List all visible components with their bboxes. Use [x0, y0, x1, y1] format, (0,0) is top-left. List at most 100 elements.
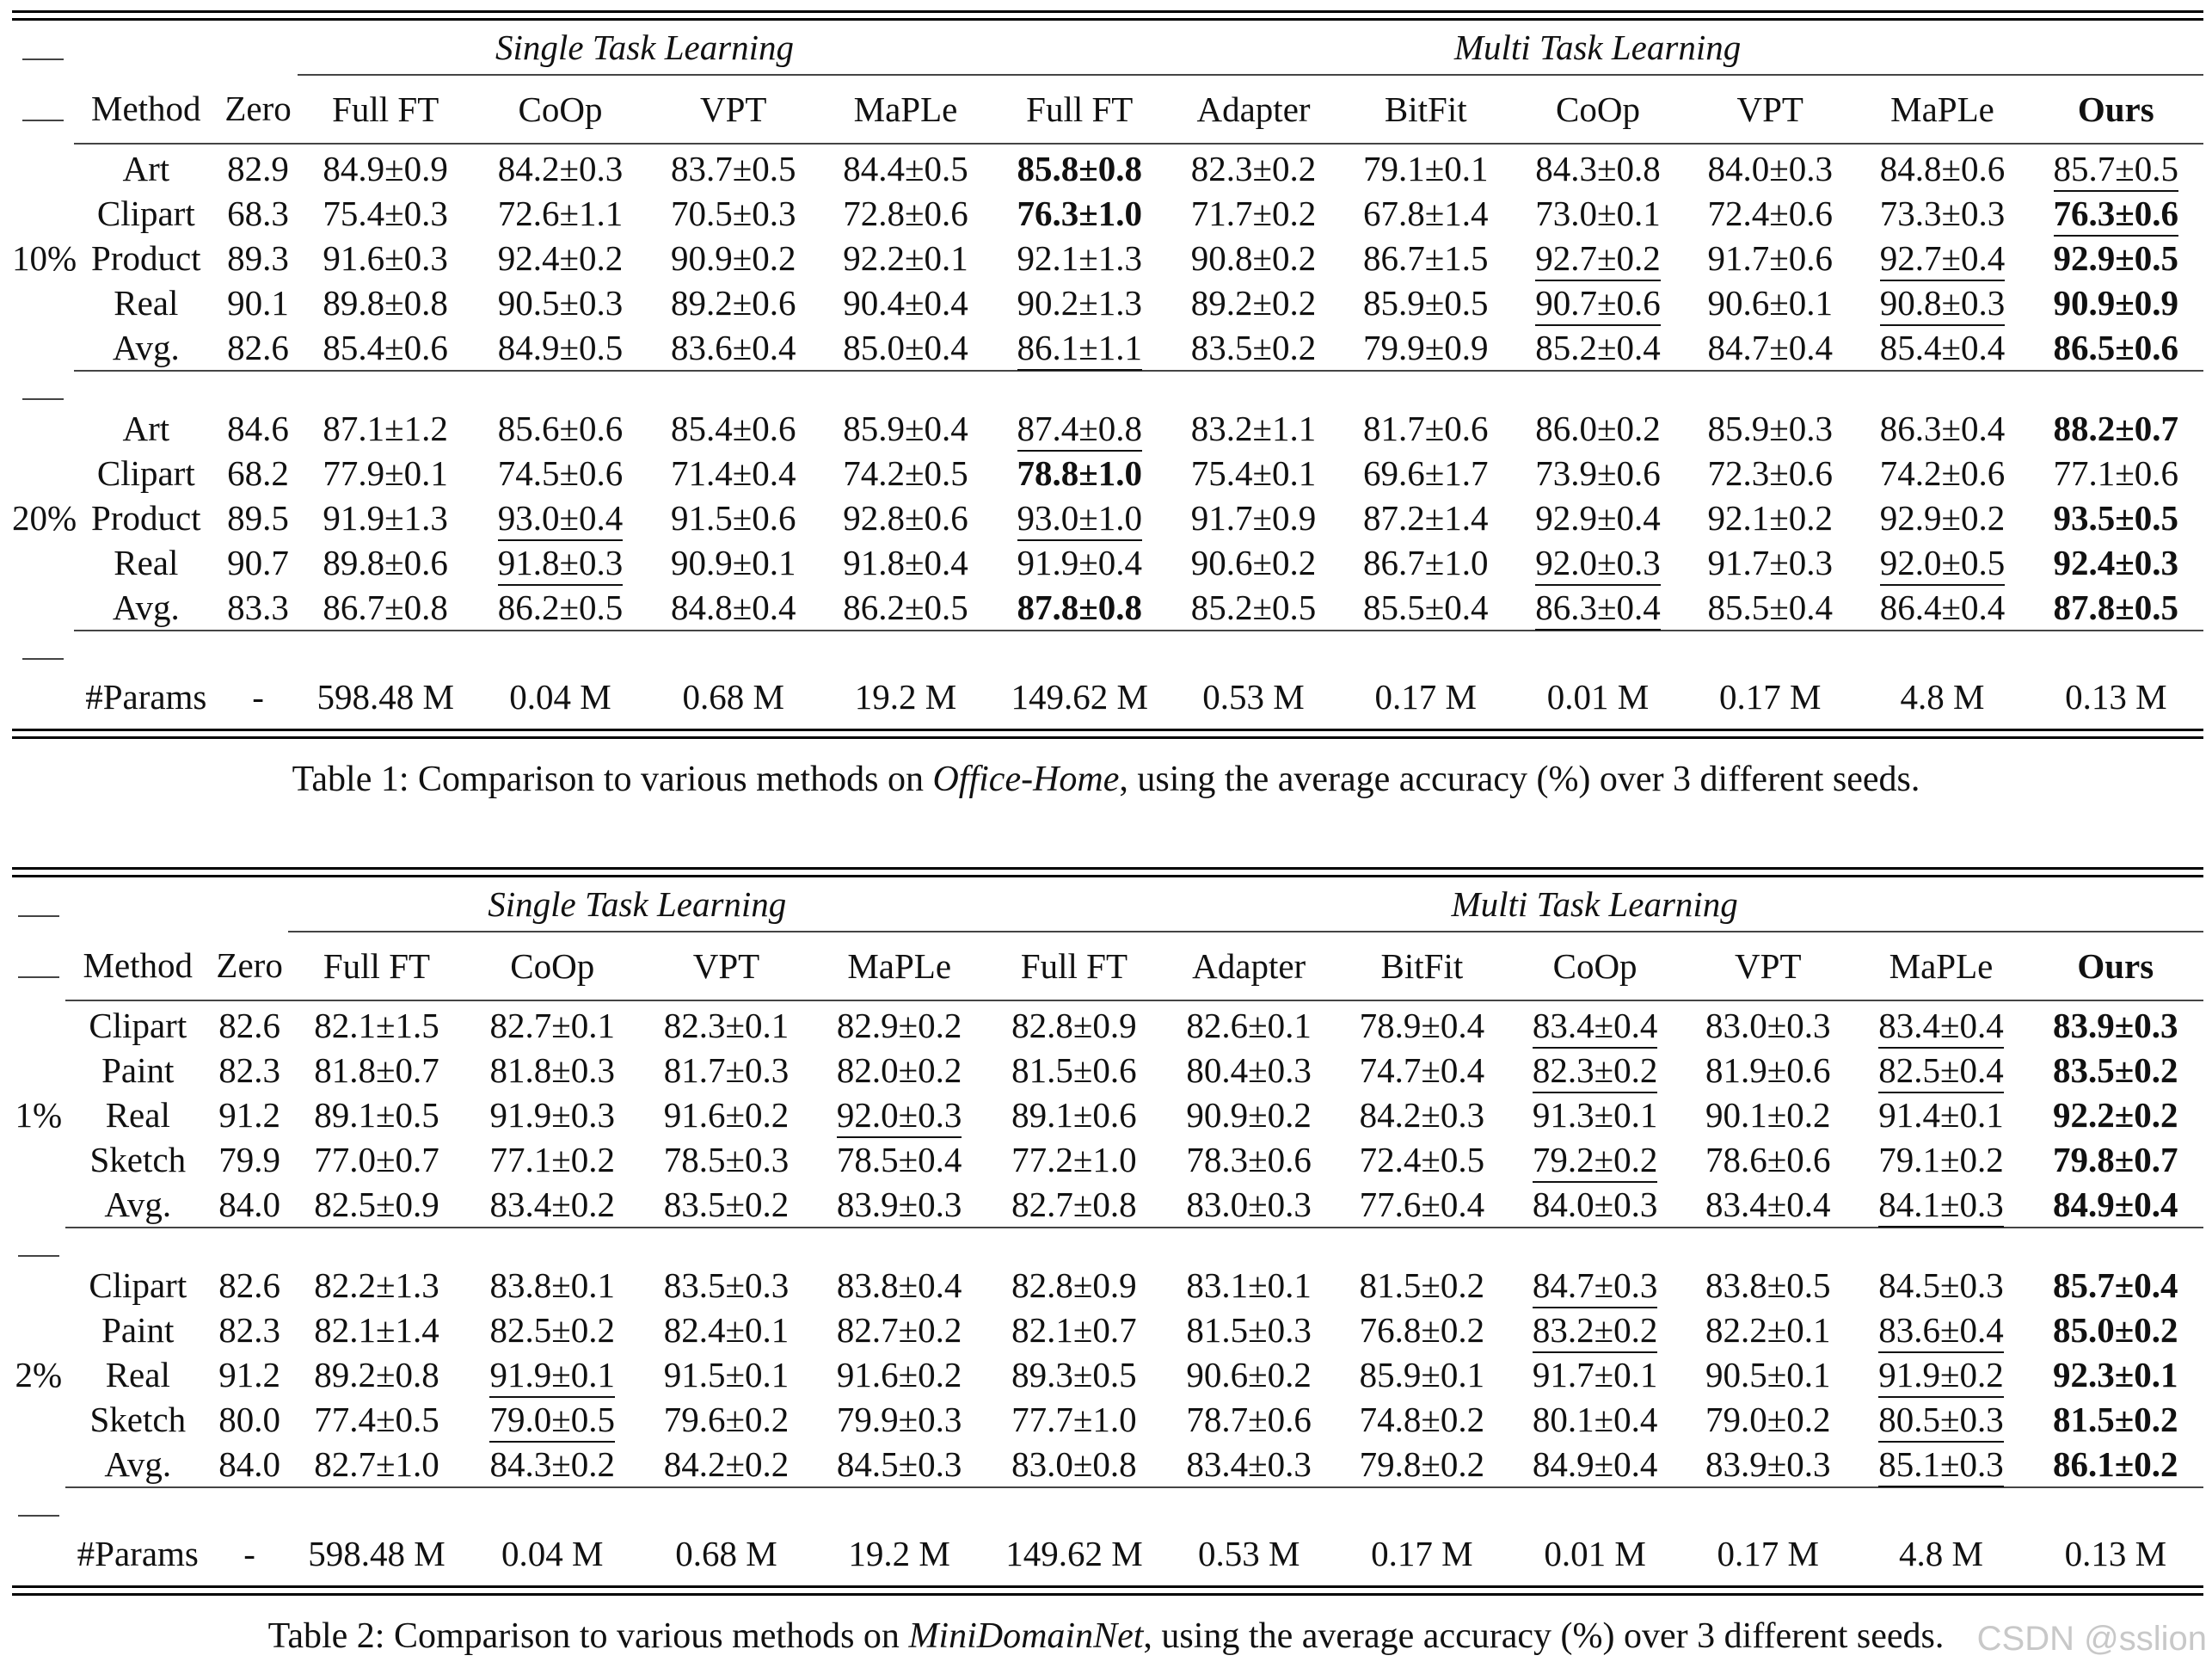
table-cell: 67.8±1.4 — [1340, 191, 1512, 236]
table-cell: 90.8±0.2 — [1167, 236, 1339, 280]
row-domain: Clipart — [89, 1265, 187, 1305]
table-cell: 84.7±0.4 — [1684, 325, 1856, 371]
cell-value: 92.0±0.3 — [1535, 542, 1661, 586]
cell-value: 80.1±0.4 — [1532, 1399, 1658, 1439]
table-cell: 83.9±0.3 — [1681, 1442, 1854, 1487]
cell-value: 82.7±0.1 — [489, 1005, 615, 1045]
cell-value: 82.4±0.1 — [663, 1309, 790, 1350]
params-row: #Params - 598.48 M 0.04 M 0.68 M 19.2 M 149.62… — [12, 666, 2203, 728]
group-multi-task: Multi Task Learning — [986, 878, 2203, 932]
cell-value: 82.3±0.1 — [663, 1005, 790, 1045]
cell-value: 86.7±1.5 — [1363, 237, 1489, 278]
cell-value: 84.2±0.3 — [1359, 1094, 1485, 1135]
cell-value: 92.4±0.3 — [2053, 542, 2179, 582]
cell-value: 90.6±0.1 — [1707, 282, 1833, 323]
column-header: MaPLe — [853, 89, 958, 129]
table-cell: 92.4±0.3 — [2029, 540, 2203, 585]
table-cell: 82.6 — [211, 1003, 288, 1048]
table-cell: 83.4±0.4 — [1508, 1003, 1681, 1049]
params-row: #Params - 598.48 M 0.04 M 0.68 M 19.2 M 149.62… — [12, 1523, 2203, 1585]
cell-value: 82.3±0.2 — [1532, 1049, 1658, 1093]
cell-value: 93.0±1.0 — [1017, 497, 1143, 541]
column-header: MaPLe — [1890, 89, 1994, 129]
table-cell: 84.2±0.3 — [1336, 1092, 1508, 1137]
cell-value: 83.7±0.5 — [670, 148, 796, 188]
table-cell: 83.1±0.1 — [1163, 1263, 1336, 1308]
table-cell: 82.3±0.1 — [640, 1003, 813, 1048]
table-row: Art 82.9 84.9±0.9 84.2±0.3 83.7±0.5 84.4±0.5 8… — [12, 146, 2203, 192]
table-cell: 84.9±0.9 — [298, 146, 473, 191]
cell-value: 83.5±0.2 — [2053, 1049, 2178, 1090]
cell-value: 90.1 — [227, 282, 289, 323]
cell-value: 76.8±0.2 — [1359, 1309, 1485, 1350]
param-count: 149.62 M — [1005, 1533, 1143, 1573]
cell-value: 92.1±1.3 — [1017, 237, 1143, 278]
cell-value: 90.9±0.2 — [670, 237, 796, 278]
top-rule — [12, 10, 2203, 22]
column-header: Full FT — [323, 945, 431, 986]
cell-value: 76.3±1.0 — [1017, 193, 1143, 233]
cell-value: 86.0±0.2 — [1535, 408, 1661, 448]
table-row: Paint 82.3 82.1±1.4 82.5±0.2 82.4±0.1 82.7±0.… — [12, 1308, 2203, 1353]
param-count: 0.68 M — [682, 676, 784, 717]
row-domain: Avg. — [112, 327, 180, 367]
cell-value: 82.3 — [218, 1049, 280, 1090]
cell-value: 82.6 — [227, 327, 289, 367]
table-cell: 81.5±0.2 — [2028, 1397, 2203, 1442]
cell-value: 90.6±0.2 — [1190, 542, 1317, 582]
cell-value: 71.7±0.2 — [1190, 193, 1317, 233]
group-single-task: Single Task Learning — [288, 878, 986, 932]
param-count: 0.17 M — [1719, 676, 1822, 717]
cell-value: 68.2 — [227, 452, 289, 493]
table-cell: 92.2±0.2 — [2028, 1092, 2203, 1137]
param-count: 0.01 M — [1544, 1533, 1646, 1573]
table-cell: 78.5±0.3 — [640, 1137, 813, 1182]
table-cell: 85.7±0.5 — [2029, 146, 2203, 192]
param-count: 149.62 M — [1011, 676, 1148, 717]
cell-value: 84.5±0.3 — [1878, 1265, 2004, 1305]
cell-value: 91.8±0.4 — [843, 542, 968, 582]
table-minidomainnet: Single Task Learning Multi Task Learning M… — [12, 867, 2203, 1596]
table-cell: 80.4±0.3 — [1163, 1048, 1336, 1092]
caption-suffix: , using the average accuracy (%) over 3 … — [1119, 760, 1920, 799]
top-rule — [12, 867, 2203, 878]
cell-value: 89.3 — [227, 237, 289, 278]
table-cell: 80.0 — [211, 1397, 288, 1442]
table-cell: 79.1±0.2 — [1854, 1137, 2027, 1182]
column-header: Method — [91, 89, 201, 128]
cell-value: 85.5±0.4 — [1363, 587, 1489, 627]
cell-value: 79.0±0.5 — [489, 1399, 615, 1443]
table-cell: 75.4±0.1 — [1167, 451, 1339, 495]
table-cell: 92.9±0.4 — [1512, 495, 1684, 540]
column-header: CoOp — [510, 945, 595, 986]
cell-value: 78.9±0.4 — [1359, 1005, 1485, 1045]
cell-value: 79.1±0.2 — [1878, 1139, 2004, 1179]
cell-value: 82.7±1.0 — [314, 1443, 439, 1484]
param-count: 0.68 M — [675, 1533, 777, 1573]
table-cell: 82.3±0.2 — [1508, 1048, 1681, 1093]
column-header: VPT — [692, 945, 760, 986]
column-header: BitFit — [1384, 89, 1467, 129]
cell-value: 90.7 — [227, 542, 289, 582]
table-cell: 82.1±0.7 — [986, 1308, 1162, 1352]
table-cell: 78.9±0.4 — [1336, 1003, 1508, 1048]
cell-value: 85.4±0.4 — [1879, 327, 2006, 367]
table-cell: 84.8±0.6 — [1856, 146, 2028, 191]
cell-value: 86.3±0.4 — [1879, 408, 2006, 448]
cell-value: 82.6±0.1 — [1186, 1005, 1312, 1045]
table-cell: 89.8±0.6 — [298, 540, 473, 585]
cell-value: 75.4±0.1 — [1190, 452, 1317, 493]
cell-value: 85.0±0.2 — [2053, 1309, 2178, 1350]
table-cell: 82.9±0.2 — [813, 1003, 986, 1048]
cell-value: 84.3±0.2 — [489, 1443, 615, 1484]
table-cell: 86.2±0.5 — [820, 585, 992, 631]
cell-value: 92.3±0.1 — [2053, 1354, 2178, 1394]
cell-value: 84.2±0.3 — [497, 148, 624, 188]
table-cell: 79.8±0.7 — [2028, 1137, 2203, 1182]
cell-value: 78.3±0.6 — [1186, 1139, 1312, 1179]
cell-value: 85.9±0.1 — [1359, 1354, 1485, 1394]
cell-value: 90.1±0.2 — [1705, 1094, 1831, 1135]
cell-value: 74.2±0.5 — [843, 452, 968, 493]
column-header: Zero — [224, 89, 292, 128]
cell-value: 83.6±0.4 — [1878, 1309, 2004, 1353]
